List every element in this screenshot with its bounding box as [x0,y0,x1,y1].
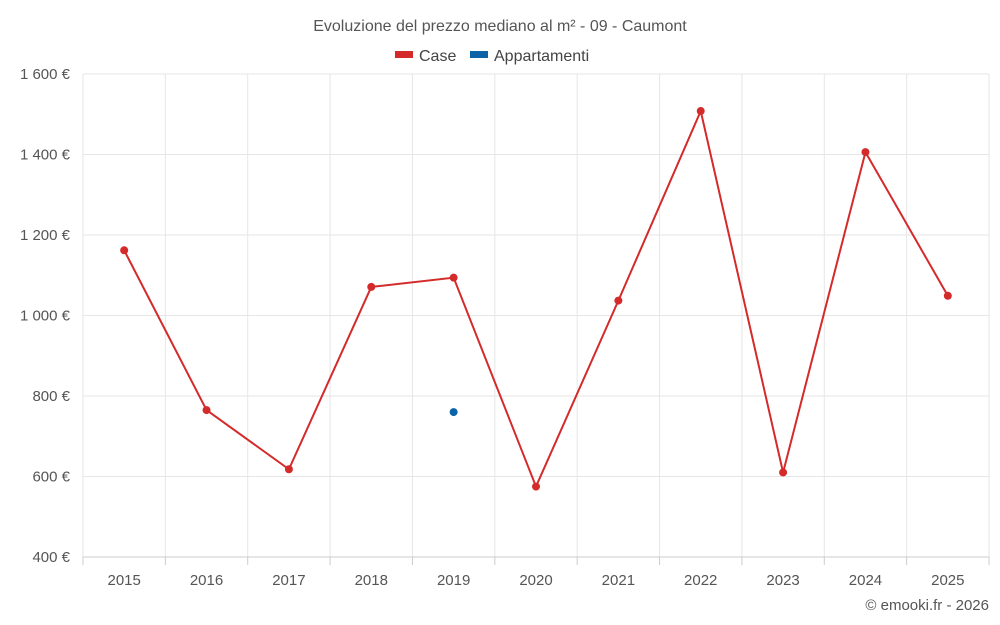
x-tick-label: 2024 [849,572,882,589]
y-tick-label: 1 000 € [20,308,71,325]
data-point-case-2016[interactable] [202,406,211,415]
x-tick-label: 2025 [931,572,964,589]
data-point-case-2018[interactable] [367,282,376,291]
legend: Case Appartamenti [395,48,589,65]
credit-text: © emooki.fr - 2026 [865,597,989,614]
y-tick-label: 600 € [32,469,70,486]
data-point-case-2023[interactable] [779,468,788,477]
legend-label-case: Case [419,48,456,65]
series-appartamenti [449,408,458,417]
legend-item-appartamenti[interactable]: Appartamenti [470,48,589,65]
y-tick-label: 1 200 € [20,227,71,244]
data-point-case-2025[interactable] [943,291,952,300]
x-tick-label: 2015 [107,572,140,589]
plot-area [120,107,952,491]
x-tick-label: 2018 [355,572,388,589]
series-case [120,107,952,491]
x-tick-label: 2021 [602,572,635,589]
data-point-case-2019[interactable] [449,273,458,282]
data-point-case-2017[interactable] [284,465,293,474]
legend-swatch-case [395,51,413,58]
y-tick-label: 800 € [32,388,70,405]
chart-title: Evoluzione del prezzo mediano al m² - 09… [313,18,687,35]
data-point-case-2024[interactable] [861,148,870,157]
y-axis: 1 600 € 1 400 € 1 200 € 1 000 € 800 € 600 € 40… [20,66,71,566]
x-tick-label: 2022 [684,572,717,589]
x-axis: 2015 2016 2017 2018 2019 2020 2021 2022 2023 2024… [82,556,990,589]
legend-swatch-appartamenti [470,51,488,58]
grid [82,73,990,558]
x-tick-label: 2017 [272,572,305,589]
data-point-case-2022[interactable] [696,107,705,116]
data-point-case-2021[interactable] [614,296,623,305]
x-tick-label: 2023 [766,572,799,589]
y-tick-label: 1 600 € [20,66,71,83]
legend-item-case[interactable]: Case [395,48,456,65]
data-point-case-2020[interactable] [532,482,540,491]
y-tick-label: 1 400 € [20,147,71,164]
x-tick-label: 2020 [519,572,552,589]
x-tick-label: 2016 [190,572,223,589]
x-tick-label: 2019 [437,572,470,589]
data-point-case-2015[interactable] [120,246,129,255]
legend-label-appartamenti: Appartamenti [494,48,589,65]
data-point-appartamenti-2019[interactable] [449,408,458,417]
y-tick-label: 400 € [32,549,70,566]
